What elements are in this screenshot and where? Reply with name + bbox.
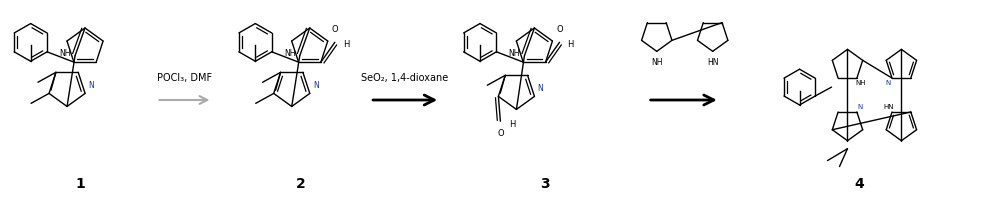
Text: NH: NH: [651, 58, 663, 67]
Text: NH: NH: [508, 49, 520, 58]
Text: NH: NH: [59, 49, 71, 58]
Text: NH: NH: [855, 80, 866, 86]
Text: HN: HN: [707, 58, 718, 67]
Text: H: H: [343, 40, 350, 49]
Text: 4: 4: [855, 177, 865, 191]
Text: 2: 2: [296, 177, 305, 191]
Text: O: O: [557, 25, 562, 34]
Text: 3: 3: [540, 177, 550, 191]
Text: H: H: [567, 40, 574, 49]
Text: H: H: [509, 120, 516, 129]
Text: POCl₃, DMF: POCl₃, DMF: [157, 73, 212, 83]
Text: N: N: [886, 80, 891, 86]
Text: O: O: [332, 25, 338, 34]
Text: N: N: [313, 81, 318, 90]
Text: NH: NH: [284, 49, 296, 58]
Text: N: N: [858, 104, 863, 110]
Text: O: O: [497, 129, 503, 138]
Text: 1: 1: [76, 177, 86, 191]
Text: SeO₂, 1,4-dioxane: SeO₂, 1,4-dioxane: [361, 73, 449, 83]
Text: N: N: [538, 84, 543, 93]
Text: HN: HN: [884, 104, 893, 110]
Text: N: N: [88, 81, 94, 90]
